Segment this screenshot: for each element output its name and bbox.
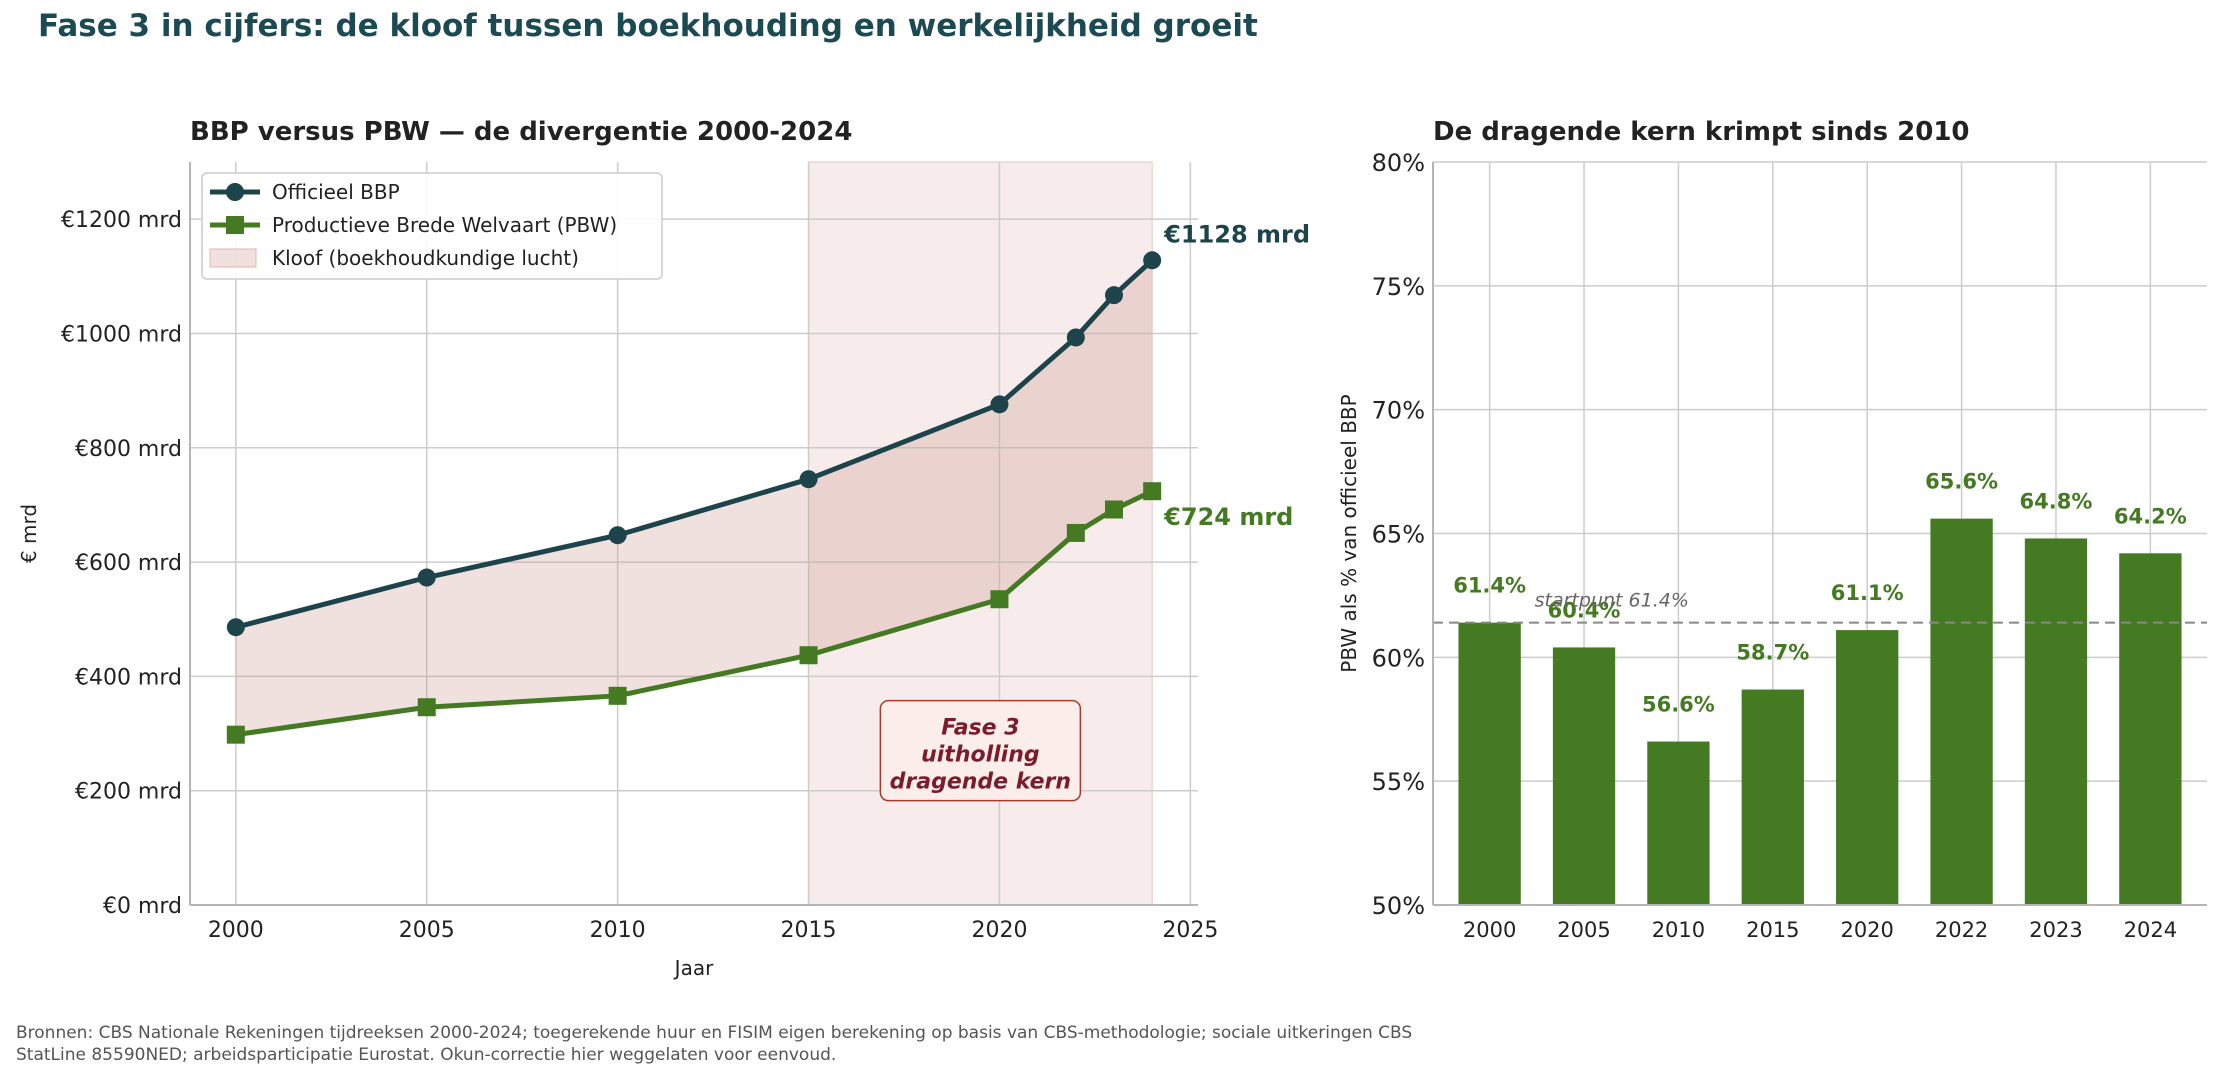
x-tick-label: 2024 xyxy=(2124,918,2177,942)
legend-box xyxy=(201,172,663,280)
x-tick-label: 2010 xyxy=(1652,918,1705,942)
legend-pbw-label: Productieve Brede Welvaart (PBW) xyxy=(272,213,617,237)
x-tick-label: 2005 xyxy=(399,918,455,943)
y-axis-label: PBW als % van officieel BBP xyxy=(1337,394,1361,672)
bbp-point xyxy=(1105,286,1123,305)
x-tick-label: 2000 xyxy=(208,918,264,943)
bar xyxy=(1647,741,1710,905)
line-chart-title: BBP versus PBW — de divergentie 2000-202… xyxy=(190,117,852,147)
bar-value-label: 64.8% xyxy=(2020,489,2093,513)
y-tick-label: €800 mrd xyxy=(75,437,182,462)
x-tick-label: 2000 xyxy=(1463,918,1516,942)
pbw-point xyxy=(799,646,818,665)
pbw-point xyxy=(1143,482,1162,501)
bbp-line xyxy=(235,258,1154,630)
bar xyxy=(2024,538,2088,905)
y-tick-label: €600 mrd xyxy=(75,551,182,576)
bar-value-label: 64.2% xyxy=(2114,504,2187,528)
bar-value-label: 56.6% xyxy=(1642,693,1715,717)
y-tick-label: €1000 mrd xyxy=(61,322,182,347)
y-tick-label: €200 mrd xyxy=(75,780,182,805)
annotation-box xyxy=(879,699,1082,802)
bbp-point xyxy=(1066,328,1085,347)
bar xyxy=(1552,647,1616,905)
x-tick-label: 2022 xyxy=(1935,918,1988,942)
annotation-text: Fase 3 xyxy=(941,716,1019,741)
x-tick-label: 2020 xyxy=(1840,918,1893,942)
y-tick-label: €1200 mrd xyxy=(61,208,182,233)
legend-bbp-label: Officieel BBP xyxy=(272,180,400,204)
bar-value-label: 60.4% xyxy=(1548,598,1621,622)
bar xyxy=(1741,689,1804,905)
bbp-point xyxy=(226,618,245,637)
bar-chart-title: De dragende kern krimpt sinds 2010 xyxy=(1433,117,1970,147)
y-tick-label: €400 mrd xyxy=(75,665,182,690)
x-axis-label: Jaar xyxy=(673,956,714,980)
legend-bbp-marker xyxy=(226,183,244,201)
legend-gap-swatch xyxy=(209,248,257,268)
bar xyxy=(1836,630,1899,905)
page-title: Fase 3 in cijfers: de kloof tussen boekh… xyxy=(38,8,1258,44)
x-tick-label: 2010 xyxy=(590,918,646,943)
bbp-point xyxy=(608,526,627,545)
annotation-text: uitholling xyxy=(921,743,1040,768)
y-tick-label: 70% xyxy=(1372,397,1425,425)
x-tick-label: 2025 xyxy=(1162,918,1218,943)
bbp-end-label: €1128 mrd xyxy=(1163,220,1310,248)
legend-pbw-marker xyxy=(226,216,244,234)
bbp-point xyxy=(799,470,818,489)
pbw-point xyxy=(226,725,245,744)
y-axis-label: € mrd xyxy=(17,504,41,563)
x-tick-label: 2015 xyxy=(781,918,837,943)
y-tick-label: 80% xyxy=(1372,149,1425,177)
y-tick-label: 65% xyxy=(1372,521,1425,549)
bbp-point xyxy=(1143,251,1162,270)
bar-chart: De dragende kern krimpt sinds 2010 61.4% 6… xyxy=(1337,117,2207,942)
annotation-text: dragende kern xyxy=(890,770,1071,795)
bar-value-label: 65.6% xyxy=(1925,470,1998,494)
gap-area xyxy=(235,260,1153,735)
y-tick-label: 60% xyxy=(1372,644,1425,672)
y-tick-label: 75% xyxy=(1372,273,1425,301)
pbw-point xyxy=(1066,523,1085,542)
bar-value-label: 58.7% xyxy=(1736,641,1809,665)
bar xyxy=(1930,518,1993,905)
x-tick-label: 2023 xyxy=(2029,918,2082,942)
x-tick-label: 2015 xyxy=(1746,918,1799,942)
y-tick-label: 55% xyxy=(1372,768,1425,796)
pbw-point xyxy=(1105,500,1123,519)
pbw-point xyxy=(608,686,627,705)
legend-gap-label: Kloof (boekhoudkundige lucht) xyxy=(272,246,579,270)
line-chart: BBP versus PBW — de divergentie 2000-202… xyxy=(17,117,1310,980)
y-tick-label: 50% xyxy=(1372,892,1425,920)
bar xyxy=(1458,622,1521,905)
bbp-point xyxy=(990,395,1009,414)
bbp-point xyxy=(417,568,436,587)
x-tick-label: 2020 xyxy=(971,918,1027,943)
y-tick-label: €0 mrd xyxy=(103,894,182,919)
source-note: Bronnen: CBS Nationale Rekeningen tijdre… xyxy=(16,1023,1413,1065)
reference-line-label: startpunt 61.4% xyxy=(1535,590,1689,612)
pbw-point xyxy=(417,698,436,717)
bar-value-label: 61.4% xyxy=(1453,574,1526,598)
bar-value-label: 61.1% xyxy=(1831,581,1904,605)
pbw-end-label: €724 mrd xyxy=(1163,503,1293,531)
pbw-point xyxy=(990,590,1009,609)
x-tick-label: 2005 xyxy=(1557,918,1610,942)
bar xyxy=(2119,553,2182,905)
